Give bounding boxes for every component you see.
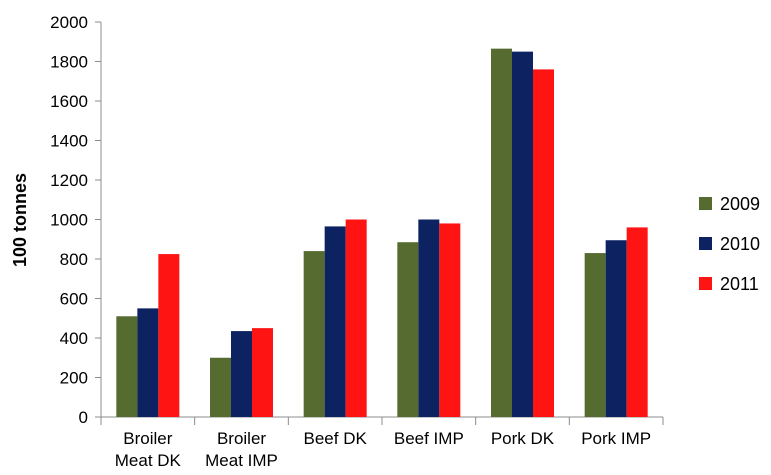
bar-2011-1: [252, 328, 273, 417]
bar-2009-5: [584, 253, 606, 417]
legend-label: 2011: [720, 274, 759, 294]
x-category-label: Pork IMP: [581, 429, 651, 448]
bar-2009-1: [210, 357, 231, 417]
bar-2011-5: [626, 227, 648, 417]
legend-swatch-2009: [699, 197, 712, 210]
y-tick-label: 1800: [50, 53, 88, 72]
legend-swatch-2010: [699, 237, 712, 250]
y-tick-label: 600: [60, 290, 88, 309]
bar-2009-2: [303, 251, 325, 417]
legend: 2009 2010 2011: [699, 194, 760, 294]
y-tick-label: 400: [60, 329, 88, 348]
y-axis-title: 100 tonnes: [10, 173, 30, 267]
bar-2010-0: [137, 308, 159, 417]
y-axis-title-group: 100 tonnes: [10, 173, 30, 267]
x-category-label: Meat DK: [115, 451, 182, 470]
axes: 0 200 400 600 800 1000 1200 1400 1600 1800 2000: [50, 13, 664, 427]
bar-2010-4: [512, 51, 533, 417]
legend-label: 2009: [720, 194, 760, 214]
y-tick-label: 1600: [50, 92, 88, 111]
bar-2011-0: [158, 254, 180, 417]
y-tick-label: 0: [79, 408, 88, 427]
y-tick-label: 1200: [50, 171, 88, 190]
y-tick-label: 1400: [50, 132, 88, 151]
x-category-label: Broiler: [217, 429, 266, 448]
bar-2010-2: [324, 226, 346, 417]
y-tick-label: 200: [60, 369, 88, 388]
bar-2009-0: [116, 316, 138, 417]
bar-2009-3: [397, 242, 419, 417]
y-tick-label: 2000: [50, 13, 88, 32]
x-category-labels: Broiler Meat DK Broiler Meat IMP Beef DK Beef…: [115, 429, 651, 470]
bar-2011-3: [439, 223, 461, 417]
x-category-label: Meat IMP: [205, 451, 278, 470]
bars: [116, 48, 648, 418]
y-tick-label: 800: [60, 250, 88, 269]
x-category-label: Beef IMP: [394, 429, 464, 448]
bar-2010-5: [605, 240, 627, 417]
x-category-label: Broiler: [123, 429, 172, 448]
x-category-label: Pork DK: [491, 429, 555, 448]
bar-2011-2: [345, 219, 367, 417]
bar-2010-1: [231, 331, 252, 417]
legend-swatch-2011: [699, 277, 712, 290]
x-category-label: Beef DK: [304, 429, 368, 448]
y-tick-label: 1000: [50, 211, 88, 230]
bar-2011-4: [533, 69, 554, 418]
legend-label: 2010: [720, 234, 760, 254]
bar-2009-4: [491, 48, 512, 417]
bar-2010-3: [418, 219, 440, 417]
